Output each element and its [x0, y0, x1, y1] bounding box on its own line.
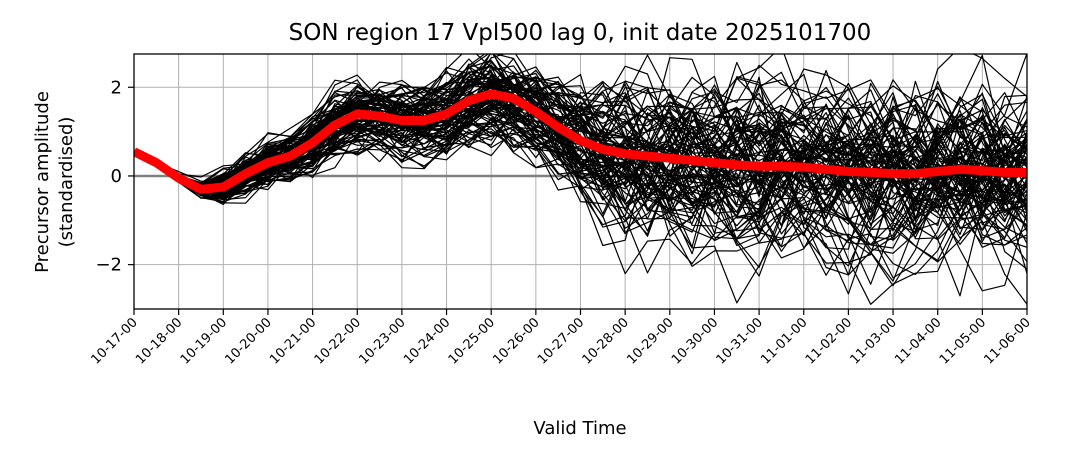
ensemble-member-line [134, 79, 1027, 275]
y-axis-label: Precursor amplitude (standardised) [32, 91, 77, 273]
ensemble-mean [134, 89, 1027, 194]
y-axis-label-line1: Precursor amplitude [32, 91, 53, 273]
y-axis-ticks: −2 0 2 [95, 77, 134, 276]
ensemble-member-line [134, 72, 1027, 207]
ensemble-member-line [134, 75, 1027, 276]
ensemble-member-line [134, 90, 1027, 276]
ensemble-member-line [134, 66, 1027, 230]
x-axis-label: Valid Time [533, 418, 626, 439]
ensemble-member-line [134, 82, 1027, 215]
ensemble-members [134, 54, 1027, 305]
ensemble-member-line [134, 82, 1027, 201]
chart-title: SON region 17 Vpl500 lag 0, init date 20… [289, 20, 872, 46]
y-tick-label: −2 [95, 255, 122, 276]
ensemble-mean-line [134, 89, 1027, 194]
y-tick-label: 2 [111, 77, 122, 98]
ensemble-member-line [134, 94, 1027, 242]
ensemble-member-line [134, 98, 1027, 212]
y-axis-label-line2: (standardised) [56, 117, 77, 248]
y-tick-label: 0 [111, 166, 122, 187]
